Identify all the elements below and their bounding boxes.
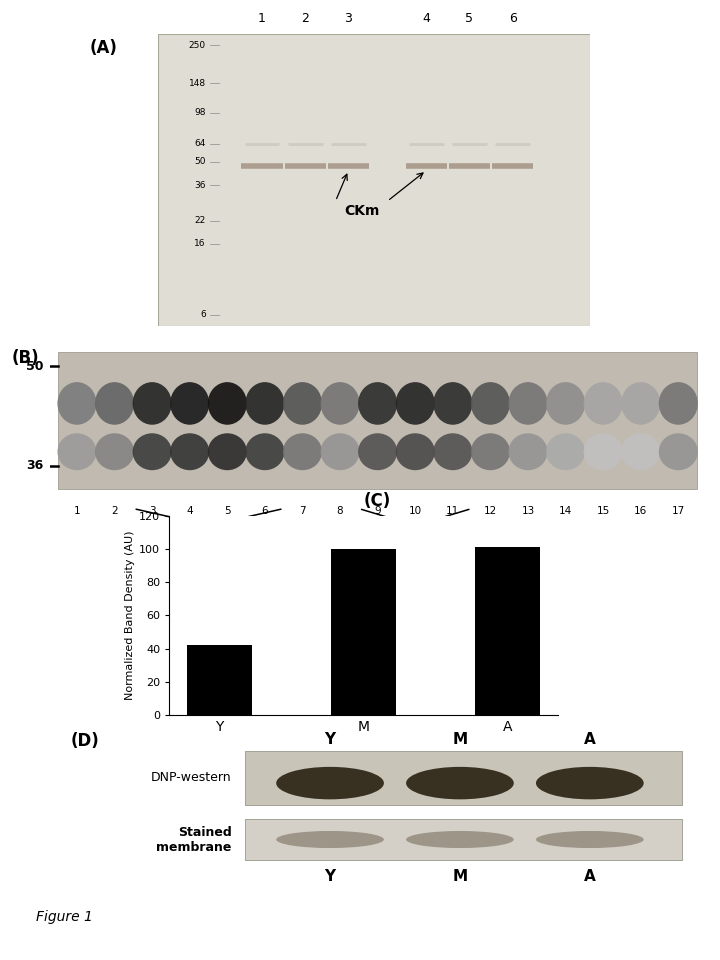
Text: 5: 5 [465, 12, 474, 25]
Ellipse shape [471, 433, 510, 470]
FancyBboxPatch shape [245, 751, 682, 805]
Text: 4: 4 [423, 12, 430, 25]
Ellipse shape [320, 382, 359, 424]
Ellipse shape [659, 382, 698, 424]
Ellipse shape [659, 433, 698, 470]
Text: CKm: CKm [343, 204, 379, 218]
FancyBboxPatch shape [58, 352, 697, 489]
Ellipse shape [433, 382, 472, 424]
Ellipse shape [433, 433, 472, 470]
Ellipse shape [95, 382, 134, 424]
Text: CKm pool: CKm pool [179, 537, 238, 550]
Text: 250: 250 [189, 41, 206, 50]
Ellipse shape [508, 382, 547, 424]
Text: 16: 16 [194, 239, 206, 249]
Ellipse shape [406, 831, 514, 848]
Ellipse shape [584, 382, 623, 424]
Text: 36: 36 [27, 460, 44, 472]
Text: 3NT-CKm pool: 3NT-CKm pool [372, 537, 459, 550]
Bar [331, 549, 396, 715]
FancyBboxPatch shape [158, 34, 590, 326]
Text: 6: 6 [261, 506, 269, 516]
FancyBboxPatch shape [245, 819, 682, 860]
Text: Figure 1: Figure 1 [36, 910, 93, 924]
Ellipse shape [58, 382, 96, 424]
Ellipse shape [396, 382, 435, 424]
Text: 3: 3 [149, 506, 156, 516]
Ellipse shape [283, 433, 322, 470]
Text: Y: Y [325, 869, 336, 883]
Ellipse shape [546, 433, 585, 470]
Text: 9: 9 [374, 506, 381, 516]
Ellipse shape [396, 433, 435, 470]
Ellipse shape [536, 831, 644, 848]
Ellipse shape [358, 382, 397, 424]
Ellipse shape [132, 433, 171, 470]
Ellipse shape [276, 831, 384, 848]
Text: 10: 10 [409, 506, 422, 516]
Text: 22: 22 [194, 216, 206, 226]
Ellipse shape [621, 433, 660, 470]
Ellipse shape [246, 433, 284, 470]
Text: 16: 16 [634, 506, 647, 516]
Text: M: M [452, 732, 467, 747]
Ellipse shape [283, 382, 322, 424]
Ellipse shape [621, 382, 660, 424]
Text: 17: 17 [672, 506, 685, 516]
Text: A: A [584, 732, 595, 747]
Text: 12: 12 [484, 506, 497, 516]
Ellipse shape [358, 433, 397, 470]
Bar [187, 645, 252, 715]
Ellipse shape [276, 767, 384, 800]
Text: DNP-western: DNP-western [151, 772, 232, 784]
Ellipse shape [208, 433, 247, 470]
Ellipse shape [536, 767, 644, 800]
Y-axis label: Normalized Band Density (AU): Normalized Band Density (AU) [125, 531, 135, 700]
Ellipse shape [208, 382, 247, 424]
Text: 50: 50 [27, 360, 44, 373]
Ellipse shape [546, 382, 585, 424]
Text: 7: 7 [299, 506, 306, 516]
Text: 50: 50 [194, 157, 206, 166]
Text: (B): (B) [12, 349, 39, 368]
Text: 148: 148 [189, 79, 206, 87]
Text: 6: 6 [200, 310, 206, 319]
Bar [475, 547, 540, 715]
Text: 5: 5 [224, 506, 230, 516]
Text: 4: 4 [186, 506, 193, 516]
Text: (C): (C) [364, 492, 391, 510]
Text: 64: 64 [194, 139, 206, 148]
Ellipse shape [406, 767, 514, 800]
Text: 8: 8 [337, 506, 343, 516]
Text: Y: Y [325, 732, 336, 747]
Text: 1: 1 [73, 506, 81, 516]
Ellipse shape [320, 433, 359, 470]
Text: 98: 98 [194, 108, 206, 117]
Text: 11: 11 [446, 506, 459, 516]
Ellipse shape [471, 382, 510, 424]
Ellipse shape [170, 382, 210, 424]
Text: (D): (D) [71, 732, 99, 750]
Text: (A): (A) [89, 39, 117, 58]
Text: 13: 13 [521, 506, 535, 516]
Text: Stained
membrane: Stained membrane [156, 826, 232, 853]
Ellipse shape [58, 433, 96, 470]
Text: 3: 3 [345, 12, 352, 25]
Ellipse shape [584, 433, 623, 470]
Text: M: M [452, 869, 467, 883]
Ellipse shape [132, 382, 171, 424]
Text: 14: 14 [559, 506, 572, 516]
Text: 36: 36 [194, 180, 206, 190]
Text: 2: 2 [302, 12, 309, 25]
Ellipse shape [508, 433, 547, 470]
Ellipse shape [95, 433, 134, 470]
Ellipse shape [246, 382, 284, 424]
Ellipse shape [170, 433, 210, 470]
Text: A: A [584, 869, 595, 883]
Text: 15: 15 [596, 506, 610, 516]
Text: 6: 6 [509, 12, 516, 25]
Text: 1: 1 [258, 12, 266, 25]
Text: 2: 2 [111, 506, 118, 516]
